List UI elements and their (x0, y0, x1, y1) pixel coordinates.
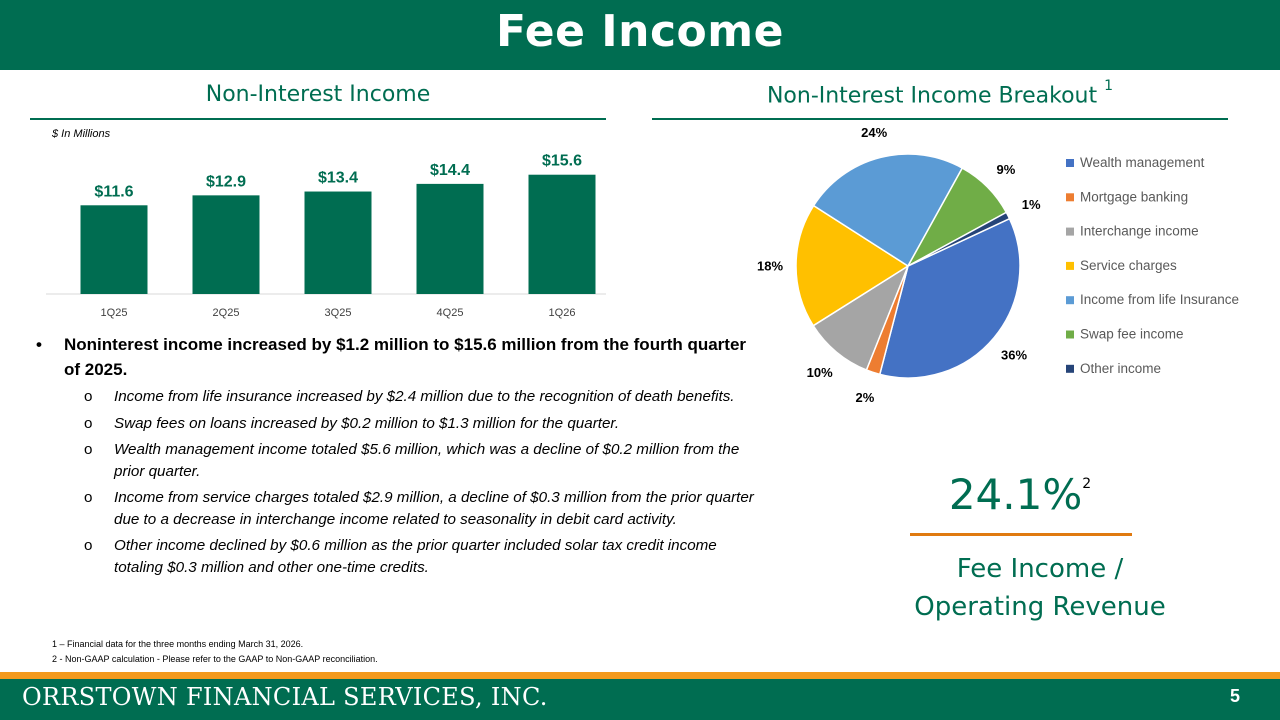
sub-bullet-marker: o (84, 441, 93, 458)
bar (416, 183, 484, 294)
main-bullet: • Noninterest income increased by $1.2 m… (36, 332, 756, 382)
page-number: 5 (1229, 686, 1240, 706)
footnote-1: 1 – Financial data for the three months … (52, 639, 304, 649)
bullet-marker: • (36, 335, 42, 354)
pie-chart-title: Non-Interest Income Breakout (766, 83, 1098, 109)
bar-data-label: $12.9 (206, 173, 246, 190)
pie-data-label: 10% (807, 365, 833, 380)
company-logo: ORRSTOWN FINANCIAL SERVICES, INC. (22, 683, 548, 711)
sub-bullet-text: Income from life insurance increased by … (114, 388, 735, 405)
legend-swatch (1066, 330, 1074, 339)
bar-data-label: $11.6 (94, 183, 133, 200)
pie-chart-section-title: Non-Interest Income Breakout 1 (652, 78, 1228, 120)
stat-value: 24.1% (948, 470, 1083, 519)
pie-chart: 36% 2% 10% 18% 24% 9% 1% Wealth management Mortg… (757, 128, 1239, 405)
pie-data-label: 18% (757, 259, 783, 274)
legend-label: Interchange income (1080, 224, 1199, 239)
sub-bullet-marker: o (84, 489, 93, 506)
sub-bullet: o Wealth management income totaled $5.6 m… (36, 439, 756, 482)
legend-label: Wealth management (1080, 155, 1205, 170)
legend-swatch (1066, 296, 1074, 305)
pie-data-label: 24% (861, 128, 887, 140)
legend-label: Mortgage banking (1080, 189, 1188, 204)
sub-bullet-marker: o (84, 414, 93, 432)
stat-footnote: 2 (1082, 476, 1092, 492)
fee-income-stat: 24.1%2 (900, 470, 1140, 519)
x-tick-label: 2Q25 (213, 307, 240, 319)
main-bullet-text: Noninterest income increased by $1.2 mil… (64, 335, 747, 379)
bar-data-label: $13.4 (318, 170, 358, 187)
pie-title-footnote: 1 (1104, 78, 1114, 94)
pie-data-label: 1% (1022, 197, 1041, 212)
legend-label: Swap fee income (1080, 327, 1184, 342)
page-title: Fee Income (496, 6, 784, 57)
legend-label: Service charges (1080, 258, 1177, 273)
footer-bar (0, 672, 1280, 720)
sub-bullet-list: o Income from life insurance increased by… (36, 386, 756, 578)
bar (192, 195, 260, 294)
units-note: $ In Millions (52, 128, 111, 140)
pie-slice (878, 217, 1021, 379)
legend-swatch (1066, 227, 1074, 236)
stat-divider (910, 533, 1132, 536)
pie-data-label: 9% (997, 162, 1016, 177)
legend-swatch (1066, 261, 1074, 270)
legend-swatch (1066, 193, 1074, 202)
bar (80, 205, 148, 294)
stat-label-line2: Operating Revenue (914, 592, 1166, 622)
sub-bullet: o Income from life insurance increased by… (36, 386, 756, 408)
bar-chart-section-title: Non-Interest Income (30, 82, 606, 120)
stat-label: Fee Income / Operating Revenue (880, 550, 1200, 626)
sub-bullet: o Income from service charges totaled $2.… (36, 487, 756, 530)
stat-label-line1: Fee Income / (956, 554, 1124, 584)
bar-chart: $11.6 1Q25 $12.9 2Q25 $13.4 3Q25 $14.4 4Q25 $15.… (46, 153, 606, 319)
footnote-2: 2 - Non-GAAP calculation - Please refer … (52, 654, 378, 664)
sub-bullet-text: Other income declined by $0.6 million as… (114, 537, 717, 576)
sub-bullet-marker: o (84, 537, 93, 554)
sub-bullet: o Swap fees on loans increased by $0.2 mi… (36, 413, 756, 435)
legend-swatch (1066, 364, 1074, 373)
footnotes: 1 – Financial data for the three months … (52, 637, 378, 667)
sub-bullet-text: Wealth management income totaled $5.6 mi… (114, 441, 740, 480)
bullet-list: • Noninterest income increased by $1.2 m… (36, 332, 756, 583)
bar-chart-title: Non-Interest Income (205, 82, 431, 107)
pie-data-label: 2% (855, 390, 874, 405)
bar (304, 191, 372, 294)
x-tick-label: 1Q25 (101, 307, 128, 319)
footer-accent-stripe (0, 672, 1280, 679)
x-tick-label: 4Q25 (437, 307, 464, 319)
pie-slice (812, 153, 964, 268)
sub-bullet-text: Swap fees on loans increased by $0.2 mil… (114, 414, 620, 432)
x-tick-label: 1Q26 (549, 307, 576, 319)
sub-bullet: o Other income declined by $0.6 million a… (36, 535, 756, 578)
header-bar: Fee Income (0, 0, 1280, 70)
bar-data-label: $14.4 (430, 162, 470, 179)
legend-label: Other income (1080, 361, 1161, 376)
sub-bullet-text: Income from service charges totaled $2.9… (114, 489, 754, 528)
legend-swatch (1066, 159, 1074, 167)
sub-bullet-marker: o (84, 388, 93, 405)
legend-label: Income from life Insurance (1080, 292, 1239, 307)
pie-slice (907, 211, 1011, 267)
pie-slice (795, 204, 910, 327)
bar (528, 174, 596, 294)
pie-data-label: 36% (1001, 347, 1027, 362)
x-tick-label: 3Q25 (325, 307, 352, 319)
bar-data-label: $15.6 (542, 153, 582, 170)
